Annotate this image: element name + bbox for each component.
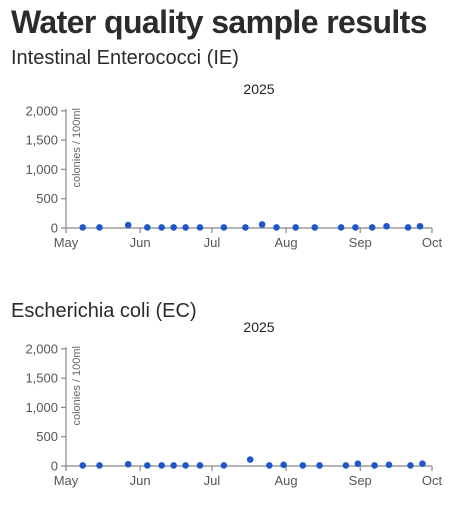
data-point[interactable] [182, 462, 189, 469]
data-point[interactable] [170, 462, 177, 469]
chart-title-ie: Intestinal Enterococci (IE) [11, 47, 239, 69]
x-tick-label: Jul [204, 473, 221, 488]
data-point[interactable] [158, 224, 165, 231]
data-point[interactable] [124, 460, 132, 468]
y-tick-label: 500 [36, 191, 58, 206]
data-point[interactable] [416, 222, 424, 230]
data-point[interactable] [316, 462, 323, 469]
data-point[interactable] [280, 461, 287, 469]
x-tick-label: Aug [275, 235, 298, 250]
chart-title-ec: Escherichia coli (EC) [11, 300, 197, 322]
data-point[interactable] [419, 460, 426, 467]
data-point[interactable] [383, 222, 390, 230]
data-point[interactable] [292, 224, 299, 231]
data-point[interactable] [342, 462, 350, 469]
data-point[interactable] [385, 461, 393, 469]
data-point[interactable] [96, 462, 103, 469]
y-tick-label: 1,000 [25, 400, 58, 415]
data-point[interactable] [144, 224, 151, 231]
x-tick-label: Jun [130, 473, 151, 488]
data-point[interactable] [246, 456, 254, 463]
y-axis-label: colonies / 100ml [71, 346, 83, 426]
y-tick-label: 1,500 [25, 133, 58, 148]
ie-chart: 2025 0 500 1,000 1,500 2,000 colonies / 100ml M… [25, 81, 443, 250]
page-title: Water quality sample results [11, 4, 428, 40]
y-tick-label: 0 [51, 221, 58, 236]
y-tick-label: 2,000 [25, 341, 58, 356]
data-point[interactable] [242, 224, 249, 231]
data-point[interactable] [124, 221, 132, 229]
y-tick-label: 500 [36, 429, 58, 444]
data-point[interactable] [404, 224, 412, 231]
year-label: 2025 [243, 81, 274, 97]
data-point[interactable] [79, 224, 87, 231]
year-label: 2025 [243, 319, 274, 335]
x-tick-label: Jun [130, 235, 151, 250]
data-point[interactable] [220, 224, 228, 231]
y-tick-label: 0 [51, 459, 58, 474]
data-point[interactable] [158, 462, 165, 469]
y-tick-label: 1,500 [25, 371, 58, 386]
data-point[interactable] [266, 462, 273, 469]
data-point[interactable] [371, 462, 378, 469]
x-tick-label: Oct [422, 473, 443, 488]
x-tick-label: May [54, 235, 79, 250]
x-tick-label: May [54, 473, 79, 488]
data-point[interactable] [96, 224, 103, 231]
data-point[interactable] [368, 224, 376, 231]
data-point[interactable] [258, 221, 266, 228]
data-point[interactable] [352, 224, 359, 231]
data-point[interactable] [144, 462, 151, 469]
data-point[interactable] [273, 224, 280, 231]
data-point[interactable] [220, 462, 228, 469]
y-tick-label: 1,000 [25, 162, 58, 177]
x-tick-label: Jul [204, 235, 221, 250]
data-point[interactable] [354, 460, 362, 467]
data-point[interactable] [170, 224, 177, 231]
data-point[interactable] [311, 224, 319, 231]
x-tick-label: Oct [422, 235, 443, 250]
y-tick-label: 2,000 [25, 103, 58, 118]
data-point[interactable] [182, 224, 189, 231]
data-point[interactable] [196, 224, 204, 231]
data-point[interactable] [196, 462, 204, 469]
data-point[interactable] [299, 462, 307, 469]
y-axis-label: colonies / 100ml [71, 108, 83, 188]
x-tick-label: Sep [349, 235, 372, 250]
data-point[interactable] [407, 462, 414, 469]
ec-chart: 2025 0 500 1,000 1,500 2,000 colonies / 100ml M… [25, 319, 443, 488]
x-tick-label: Aug [275, 473, 298, 488]
x-tick-label: Sep [349, 473, 372, 488]
data-point[interactable] [337, 224, 345, 231]
data-point[interactable] [79, 462, 87, 469]
